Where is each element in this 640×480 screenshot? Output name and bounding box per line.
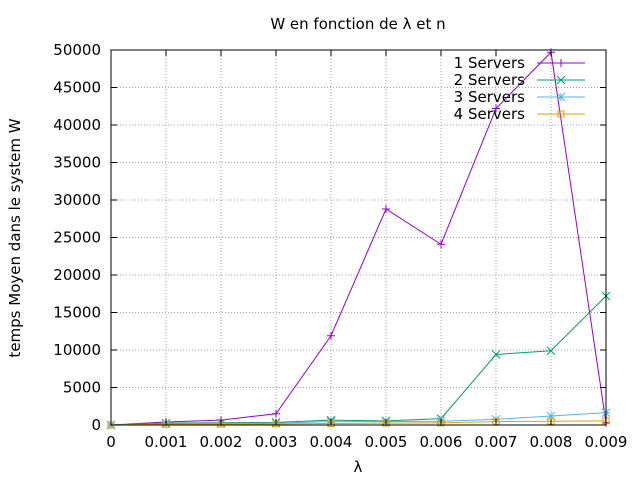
series-line xyxy=(110,295,607,426)
legend-marker xyxy=(556,75,566,85)
legend-marker xyxy=(556,92,566,102)
grid xyxy=(111,50,606,425)
data-point xyxy=(382,205,390,213)
data-point xyxy=(327,331,335,340)
data-point xyxy=(437,240,445,249)
x-tick-label: 0.001 xyxy=(145,433,188,451)
data-point xyxy=(492,104,500,113)
y-axis-title: temps Moyen dans le system W xyxy=(6,118,24,357)
x-tick-label: 0.007 xyxy=(475,433,518,451)
y-tick-label: 30000 xyxy=(53,191,101,209)
legend-label: 4 Servers xyxy=(454,105,526,123)
legend-label: 1 Servers xyxy=(454,54,526,72)
legend-marker xyxy=(557,110,565,118)
y-tick-label: 15000 xyxy=(53,304,101,322)
x-tick-label: 0.003 xyxy=(255,433,298,451)
series-layer xyxy=(106,48,611,430)
x-tick-label: 0.006 xyxy=(420,433,463,451)
axis-ticks: 0 5000 10000 15000 20000 25000 30000 35000 40000… xyxy=(53,41,627,451)
series-line xyxy=(110,420,607,426)
x-tick-label: 0.004 xyxy=(310,433,353,451)
data-point xyxy=(272,409,280,418)
y-tick-label: 5000 xyxy=(63,379,101,397)
x-tick-label: 0.002 xyxy=(200,433,243,451)
data-point xyxy=(546,346,556,356)
legend-marker xyxy=(557,59,565,67)
series-1 xyxy=(107,48,610,429)
y-tick-label: 45000 xyxy=(53,79,101,97)
y-tick-label: 0 xyxy=(91,416,101,434)
legend-label: 2 Servers xyxy=(454,71,526,89)
x-tick-label: 0.005 xyxy=(365,433,408,451)
x-tick-label: 0.009 xyxy=(585,433,628,451)
x-axis-title: λ xyxy=(354,458,363,476)
data-point xyxy=(491,350,501,359)
x-tick-label: 0.008 xyxy=(530,433,573,451)
x-tick-label: 0 xyxy=(106,433,116,451)
y-tick-label: 20000 xyxy=(53,266,101,284)
y-tick-label: 50000 xyxy=(53,41,101,59)
legend-label: 3 Servers xyxy=(454,88,526,106)
series-line xyxy=(110,51,607,426)
y-tick-label: 40000 xyxy=(53,116,101,134)
y-tick-label: 35000 xyxy=(53,154,101,172)
series-3 xyxy=(106,408,611,430)
y-tick-label: 25000 xyxy=(53,229,101,247)
y-tick-label: 10000 xyxy=(53,341,101,359)
chart-title: W en fonction de λ et n xyxy=(270,15,445,33)
